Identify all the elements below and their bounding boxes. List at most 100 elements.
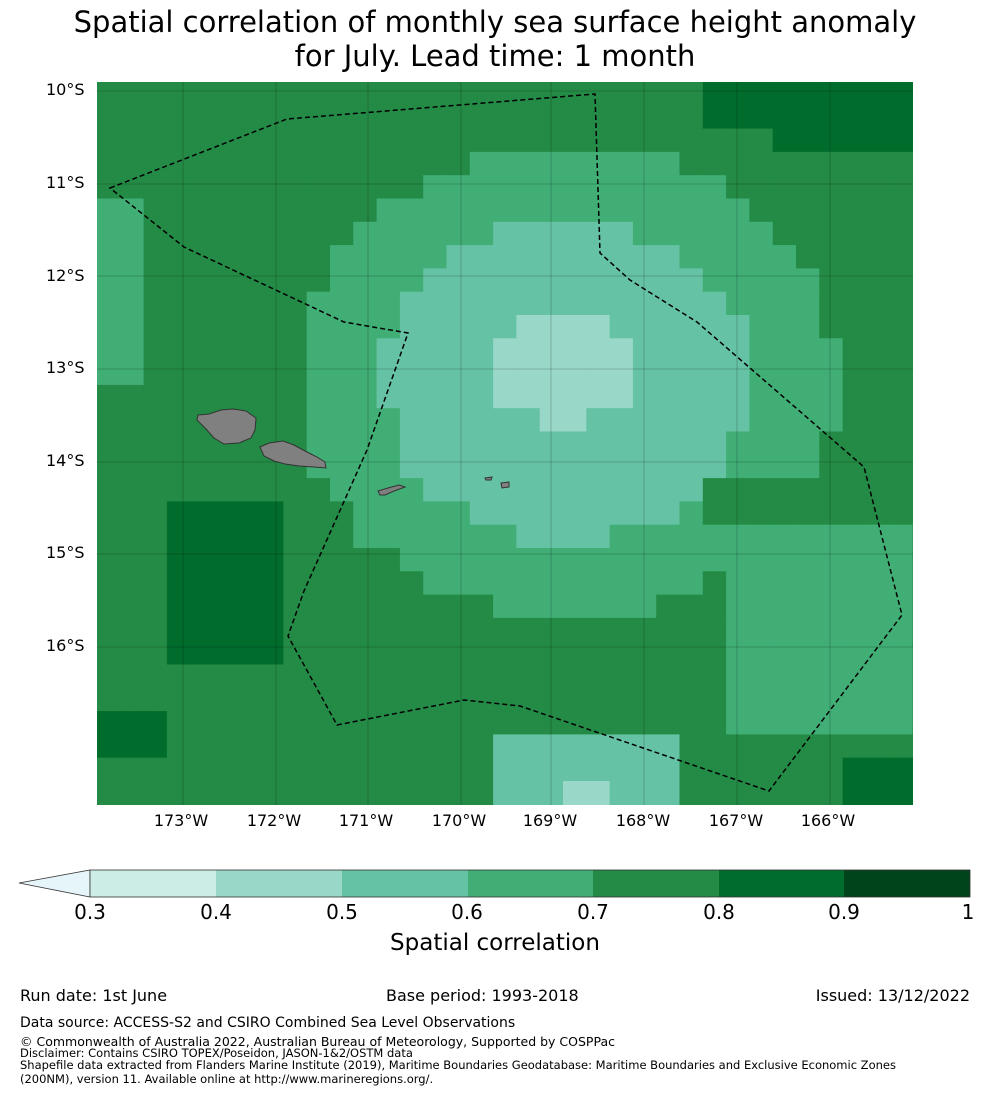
colorbar-segment-3 — [468, 870, 593, 897]
correlation-cell — [865, 454, 890, 479]
correlation-cell — [702, 548, 727, 572]
correlation-cell — [469, 664, 494, 689]
correlation-cell — [796, 361, 820, 386]
correlation-cell — [306, 594, 331, 619]
shapefile-credit-line-2: (200NM), version 11. Available online at… — [20, 1072, 434, 1086]
correlation-cell — [190, 571, 215, 596]
correlation-cell — [889, 548, 913, 572]
lon-label-172w: 172°W — [246, 811, 302, 830]
correlation-cell — [143, 804, 168, 805]
correlation-cell — [586, 128, 611, 153]
correlation-cell — [353, 361, 378, 386]
correlation-cell — [423, 291, 448, 316]
correlation-cell — [726, 594, 750, 619]
lon-label-170w: 170°W — [431, 811, 487, 830]
correlation-cell — [376, 291, 401, 316]
correlation-cell — [493, 711, 517, 735]
correlation-cell — [516, 571, 541, 596]
correlation-cell — [120, 268, 145, 293]
correlation-cell — [796, 524, 820, 549]
correlation-cell — [842, 524, 867, 549]
correlation-cell — [632, 757, 657, 782]
correlation-cell — [399, 268, 424, 293]
correlation-cell — [539, 594, 564, 619]
correlation-cell — [772, 105, 797, 130]
correlation-cell — [516, 361, 541, 386]
correlation-cell — [539, 757, 564, 782]
samoa-islands — [196, 408, 510, 496]
correlation-cell — [609, 454, 634, 479]
correlation-cell — [283, 524, 308, 549]
correlation-cell — [563, 804, 587, 805]
correlation-cell — [842, 781, 867, 805]
correlation-cell — [166, 128, 191, 153]
correlation-cell — [306, 338, 331, 363]
correlation-cell — [702, 617, 727, 642]
correlation-cell — [796, 478, 820, 502]
correlation-cell — [819, 431, 844, 456]
correlation-cell — [842, 641, 867, 666]
correlation-cell — [190, 384, 215, 409]
correlation-cell — [306, 687, 331, 712]
correlation-cell — [493, 315, 517, 339]
correlation-cell — [213, 198, 238, 223]
correlation-cell — [330, 548, 354, 572]
correlation-cell — [819, 524, 844, 549]
correlation-cell — [726, 501, 750, 526]
correlation-cell — [399, 594, 424, 619]
correlation-cell — [726, 245, 750, 269]
correlation-cell — [679, 384, 704, 409]
correlation-cell — [516, 268, 541, 293]
correlation-cell — [912, 128, 913, 153]
correlation-cell — [796, 221, 820, 246]
correlation-cell — [586, 454, 611, 479]
correlation-cell — [353, 221, 378, 246]
correlation-cell — [632, 664, 657, 689]
correlation-cell — [539, 524, 564, 549]
correlation-cell — [166, 245, 191, 269]
correlation-cell — [726, 338, 750, 363]
correlation-cell — [376, 594, 401, 619]
correlation-cell — [749, 641, 774, 666]
correlation-cell — [399, 338, 424, 363]
correlation-cell — [143, 617, 168, 642]
correlation-cell — [632, 804, 657, 805]
correlation-cell — [236, 804, 261, 805]
correlation-cell — [97, 338, 121, 363]
colorbar — [18, 869, 971, 898]
correlation-cell — [190, 711, 215, 735]
correlation-cell — [120, 548, 145, 572]
correlation-cell — [772, 384, 797, 409]
correlation-cell — [912, 571, 913, 596]
correlation-cell — [726, 711, 750, 735]
correlation-cell — [842, 687, 867, 712]
correlation-cell — [376, 501, 401, 526]
correlation-cell — [190, 82, 215, 106]
correlation-cell — [166, 664, 191, 689]
correlation-cell — [446, 268, 471, 293]
correlation-cell — [399, 664, 424, 689]
correlation-cell — [889, 734, 913, 759]
correlation-cell — [656, 617, 681, 642]
correlation-cell — [842, 664, 867, 689]
correlation-cell — [632, 548, 657, 572]
correlation-cell — [772, 571, 797, 596]
correlation-cell — [376, 198, 401, 223]
lat-label-14s: 14°S — [46, 451, 85, 470]
correlation-cell — [656, 431, 681, 456]
correlation-cell — [516, 221, 541, 246]
correlation-cell — [469, 571, 494, 596]
issued-date: Issued: 13/12/2022 — [815, 986, 970, 1005]
correlation-cell — [796, 151, 820, 176]
correlation-cell — [236, 361, 261, 386]
correlation-cell — [260, 478, 284, 502]
correlation-cell — [539, 711, 564, 735]
correlation-cell — [865, 571, 890, 596]
correlation-cell — [376, 617, 401, 642]
correlation-cell — [819, 175, 844, 200]
correlation-cell — [260, 408, 284, 433]
correlation-cell — [236, 268, 261, 293]
correlation-cell — [213, 617, 238, 642]
correlation-cell — [819, 338, 844, 363]
correlation-cell — [260, 757, 284, 782]
